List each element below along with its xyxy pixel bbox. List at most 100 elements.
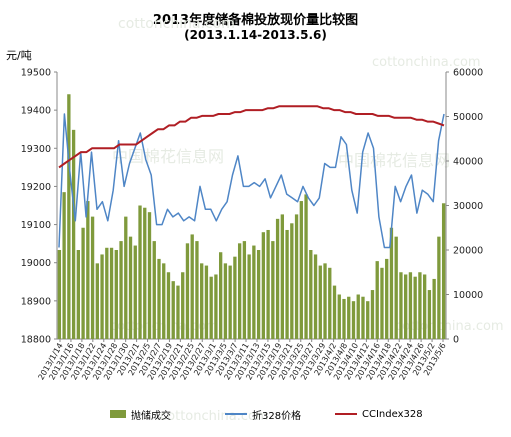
bar-volume	[171, 281, 175, 339]
bar-volume	[408, 272, 413, 339]
bar-volume	[190, 234, 194, 339]
bar-volume	[124, 216, 128, 339]
line-series-price	[58, 113, 445, 249]
y-left-tick-label: 18800	[21, 335, 51, 346]
bar-volume	[332, 285, 337, 339]
bar-volume	[285, 229, 289, 339]
bar-volume	[337, 294, 341, 339]
bar-volume	[389, 227, 394, 339]
bar-volume	[370, 290, 375, 339]
legend-label-price: 折328价格	[252, 410, 302, 422]
bar-volume	[166, 272, 171, 339]
bar-volume	[437, 236, 441, 339]
bar-volume	[185, 243, 190, 339]
bar-volume	[290, 223, 294, 339]
bar-volume	[57, 250, 62, 339]
bar-volume	[256, 250, 261, 339]
y-left-tick-label: 19100	[21, 220, 51, 231]
bar-volume	[214, 274, 218, 339]
bar-volume	[380, 267, 384, 339]
bar-volume	[86, 201, 90, 339]
bar-volume	[313, 254, 318, 339]
legend-swatch-bars	[110, 410, 126, 418]
bar-volume	[176, 285, 180, 339]
bar-volume	[413, 276, 417, 339]
bar-volume	[228, 265, 232, 339]
bar-volume	[366, 301, 370, 339]
bar-volume	[422, 274, 427, 339]
y-right-tick-label: 20000	[453, 246, 483, 257]
bar-volume	[294, 214, 299, 339]
bar-volume	[404, 274, 408, 339]
bar-volume	[100, 254, 104, 339]
bar-volume	[275, 218, 280, 339]
bar-volume	[399, 272, 403, 339]
bar-volume	[76, 250, 81, 339]
bar-volume	[181, 272, 185, 339]
y-right-tick-label: 30000	[453, 201, 483, 212]
bar-volume	[328, 267, 332, 339]
bar-volume	[441, 203, 446, 339]
legend-swatch-ccindex	[335, 413, 357, 415]
bar-volume	[62, 192, 66, 339]
bar-volume	[195, 241, 199, 339]
bar-volume	[432, 278, 436, 339]
bar-volume	[133, 245, 137, 339]
bar-volume	[223, 263, 228, 339]
bar-volume	[147, 212, 152, 339]
watermark-text: cottonchina.com	[372, 55, 481, 70]
bar-volume	[105, 247, 109, 339]
bar-volume	[152, 241, 156, 339]
y-left-tick-label: 19200	[21, 182, 51, 193]
watermark-text: cottonchina.com	[118, 16, 235, 32]
bar-volume	[318, 265, 322, 339]
bar-volume	[252, 245, 256, 339]
bar-volume	[90, 216, 95, 339]
y-left-tick-label: 19300	[21, 144, 51, 155]
legend-item-price: 折328价格	[225, 405, 301, 423]
chart-subtitle: (2013.1.14-2013.5.6)	[184, 28, 327, 42]
bar-volume	[233, 256, 237, 339]
bar-volume	[209, 276, 213, 339]
legend-item-ccindex: CCIndex328	[335, 405, 423, 423]
y-right-tick-label: 10000	[453, 290, 483, 301]
bar-volume	[204, 265, 209, 339]
bar-volume	[304, 194, 308, 339]
bar-volume	[323, 263, 327, 339]
bar-volume	[351, 301, 356, 339]
bar-volume	[247, 254, 251, 339]
bar-volume	[95, 263, 99, 339]
bar-volume	[347, 296, 351, 339]
bar-volume	[128, 236, 133, 339]
bar-volume	[266, 229, 270, 339]
chart-legend: 抛储成交 折328价格 CCIndex328	[0, 405, 511, 423]
y-left-tick-label: 18900	[21, 296, 51, 307]
y-left-tick-label: 19000	[21, 258, 51, 269]
bar-volume	[356, 294, 360, 339]
bar-volume	[242, 241, 247, 339]
bar-volume	[299, 201, 303, 339]
bar-volume	[138, 205, 142, 339]
watermark-text: 中国棉花信息网	[112, 147, 224, 166]
y-right-tick-label: 0	[453, 335, 459, 346]
bar-volume	[162, 263, 166, 339]
bar-volume	[385, 258, 389, 339]
y-left-unit-label: 元/吨	[6, 49, 32, 62]
watermark-text: 中国棉花信息网	[338, 151, 450, 170]
watermark-text: cottonchina.com	[160, 409, 269, 424]
bar-volume	[119, 241, 123, 339]
line-series-ccindex	[58, 105, 445, 169]
bar-volume	[143, 207, 147, 339]
watermark-text: cottonchina.com	[395, 319, 504, 334]
y-left-tick-label: 19400	[21, 106, 51, 117]
legend-label-bars: 抛储成交	[131, 410, 171, 422]
bar-volume	[114, 250, 118, 339]
bar-volume	[261, 232, 266, 339]
bar-volume	[280, 214, 284, 339]
legend-item-bars: 抛储成交	[110, 405, 171, 423]
y-right-tick-label: 50000	[453, 112, 483, 123]
y-right-tick-label: 60000	[453, 68, 483, 79]
bar-volume	[394, 236, 398, 339]
chart-title: 2013年度储备棉投放现价量比较图	[152, 13, 359, 28]
